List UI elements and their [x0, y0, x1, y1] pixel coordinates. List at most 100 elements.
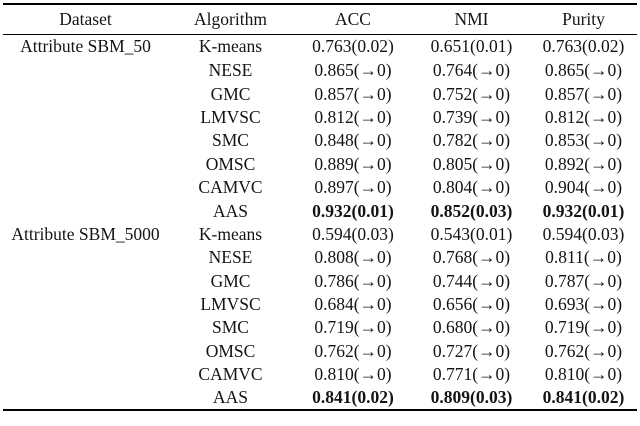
col-header-algorithm: Algorithm — [194, 8, 267, 29]
purity-cell: 0.892(→0) — [544, 153, 623, 174]
col-header-nmi: NMI — [454, 8, 489, 29]
table-row: SMC 0.719(→0) 0.680(→0) 0.719(→0) — [3, 316, 637, 339]
acc-cell: 0.594(0.03) — [312, 223, 394, 244]
col-header-purity: Purity — [562, 8, 605, 29]
algorithm-cell: K-means — [198, 36, 263, 57]
dataset-cell — [3, 59, 168, 82]
table-row: AAS 0.932(0.01) 0.852(0.03) 0.932(0.01) — [3, 199, 637, 222]
nmi-cell: 0.680(→0) — [432, 317, 511, 338]
table-row: LMVSC 0.684(→0) 0.656(→0) 0.693(→0) — [3, 293, 637, 316]
acc-cell: 0.889(→0) — [314, 153, 392, 174]
nmi-cell: 0.771(→0) — [432, 364, 511, 385]
algorithm-cell: GMC — [210, 83, 251, 104]
algorithm-cell: CAMVC — [198, 177, 263, 198]
acc-cell: 0.808(→0) — [314, 247, 392, 268]
purity-cell: 0.719(→0) — [544, 317, 623, 338]
acc-cell: 0.841(0.02) — [312, 387, 394, 408]
purity-cell: 0.594(0.03) — [542, 223, 625, 244]
purity-cell: 0.812(→0) — [544, 106, 623, 127]
dataset-cell — [3, 176, 168, 199]
acc-cell: 0.848(→0) — [314, 130, 392, 151]
nmi-cell: 0.809(0.03) — [430, 387, 513, 408]
table-header: Dataset Algorithm ACC NMI Purity — [3, 4, 637, 34]
results-table: Dataset Algorithm ACC NMI Purity Attribu… — [3, 3, 637, 411]
nmi-cell: 0.727(→0) — [432, 340, 511, 361]
table-row: NESE 0.808(→0) 0.768(→0) 0.811(→0) — [3, 246, 637, 269]
nmi-cell: 0.805(→0) — [432, 153, 511, 174]
dataset-cell — [3, 316, 168, 339]
acc-cell: 0.719(→0) — [314, 317, 392, 338]
purity-cell: 0.865(→0) — [544, 60, 623, 81]
algorithm-cell: LMVSC — [200, 294, 261, 315]
dataset-cell — [3, 363, 168, 386]
table-row: AAS 0.841(0.02) 0.809(0.03) 0.841(0.02) — [3, 386, 637, 409]
acc-cell: 0.932(0.01) — [312, 200, 394, 221]
purity-cell: 0.787(→0) — [544, 270, 623, 291]
acc-cell: 0.897(→0) — [314, 177, 392, 198]
table-row: Attribute SBM_50 K-means 0.763(0.02) 0.6… — [3, 34, 637, 59]
dataset-cell: Attribute SBM_5000 — [11, 223, 160, 244]
nmi-cell: 0.804(→0) — [432, 177, 511, 198]
algorithm-cell: NESE — [208, 60, 253, 81]
algorithm-cell: SMC — [212, 130, 249, 151]
acc-cell: 0.810(→0) — [314, 364, 392, 385]
nmi-cell: 0.852(0.03) — [430, 200, 513, 221]
purity-cell: 0.904(→0) — [544, 177, 623, 198]
table-row: Attribute SBM_5000 K-means 0.594(0.03) 0… — [3, 223, 637, 246]
algorithm-cell: AAS — [212, 200, 248, 221]
table-row: CAMVC 0.897(→0) 0.804(→0) 0.904(→0) — [3, 176, 637, 199]
acc-cell: 0.812(→0) — [314, 106, 392, 127]
dataset-cell — [3, 153, 168, 176]
algorithm-cell: OMSC — [205, 340, 256, 361]
table-row: SMC 0.848(→0) 0.782(→0) 0.853(→0) — [3, 129, 637, 152]
col-header-acc: ACC — [335, 8, 371, 29]
dataset-cell — [3, 246, 168, 269]
acc-cell: 0.762(→0) — [314, 340, 392, 361]
table-body: Attribute SBM_50 K-means 0.763(0.02) 0.6… — [3, 34, 637, 410]
nmi-cell: 0.782(→0) — [432, 130, 511, 151]
algorithm-cell: K-means — [198, 223, 263, 244]
table-row: LMVSC 0.812(→0) 0.739(→0) 0.812(→0) — [3, 106, 637, 129]
algorithm-cell: AAS — [212, 387, 248, 408]
nmi-cell: 0.768(→0) — [432, 247, 511, 268]
dataset-cell — [3, 106, 168, 129]
acc-cell: 0.684(→0) — [314, 294, 392, 315]
nmi-cell: 0.656(→0) — [432, 294, 511, 315]
purity-cell: 0.811(→0) — [545, 247, 622, 268]
acc-cell: 0.865(→0) — [314, 60, 392, 81]
purity-cell: 0.810(→0) — [544, 364, 623, 385]
purity-cell: 0.841(0.02) — [542, 387, 625, 408]
table-row: CAMVC 0.810(→0) 0.771(→0) 0.810(→0) — [3, 363, 637, 386]
algorithm-cell: GMC — [210, 270, 251, 291]
purity-cell: 0.857(→0) — [544, 83, 623, 104]
dataset-cell — [3, 199, 168, 222]
nmi-cell: 0.764(→0) — [432, 60, 511, 81]
dataset-cell — [3, 270, 168, 293]
dataset-cell — [3, 82, 168, 105]
nmi-cell: 0.543(0.01) — [430, 223, 513, 244]
header-row: Dataset Algorithm ACC NMI Purity — [3, 4, 637, 34]
nmi-cell: 0.739(→0) — [432, 106, 511, 127]
algorithm-cell: LMVSC — [200, 106, 261, 127]
table-row: GMC 0.786(→0) 0.744(→0) 0.787(→0) — [3, 270, 637, 293]
purity-cell: 0.762(→0) — [544, 340, 623, 361]
dataset-cell — [3, 340, 168, 363]
table-row: NESE 0.865(→0) 0.764(→0) 0.865(→0) — [3, 59, 637, 82]
purity-cell: 0.853(→0) — [544, 130, 623, 151]
purity-cell: 0.693(→0) — [544, 294, 623, 315]
dataset-cell — [3, 386, 168, 409]
algorithm-cell: SMC — [212, 317, 249, 338]
purity-cell: 0.763(0.02) — [542, 36, 625, 57]
dataset-cell — [3, 129, 168, 152]
algorithm-cell: CAMVC — [198, 364, 263, 385]
table-row: GMC 0.857(→0) 0.752(→0) 0.857(→0) — [3, 82, 637, 105]
algorithm-cell: NESE — [208, 247, 253, 268]
nmi-cell: 0.752(→0) — [432, 83, 511, 104]
nmi-cell: 0.651(0.01) — [430, 36, 513, 57]
acc-cell: 0.857(→0) — [314, 83, 392, 104]
algorithm-cell: OMSC — [205, 153, 256, 174]
dataset-cell — [3, 293, 168, 316]
acc-cell: 0.786(→0) — [314, 270, 392, 291]
col-header-dataset: Dataset — [59, 8, 112, 29]
nmi-cell: 0.744(→0) — [432, 270, 511, 291]
